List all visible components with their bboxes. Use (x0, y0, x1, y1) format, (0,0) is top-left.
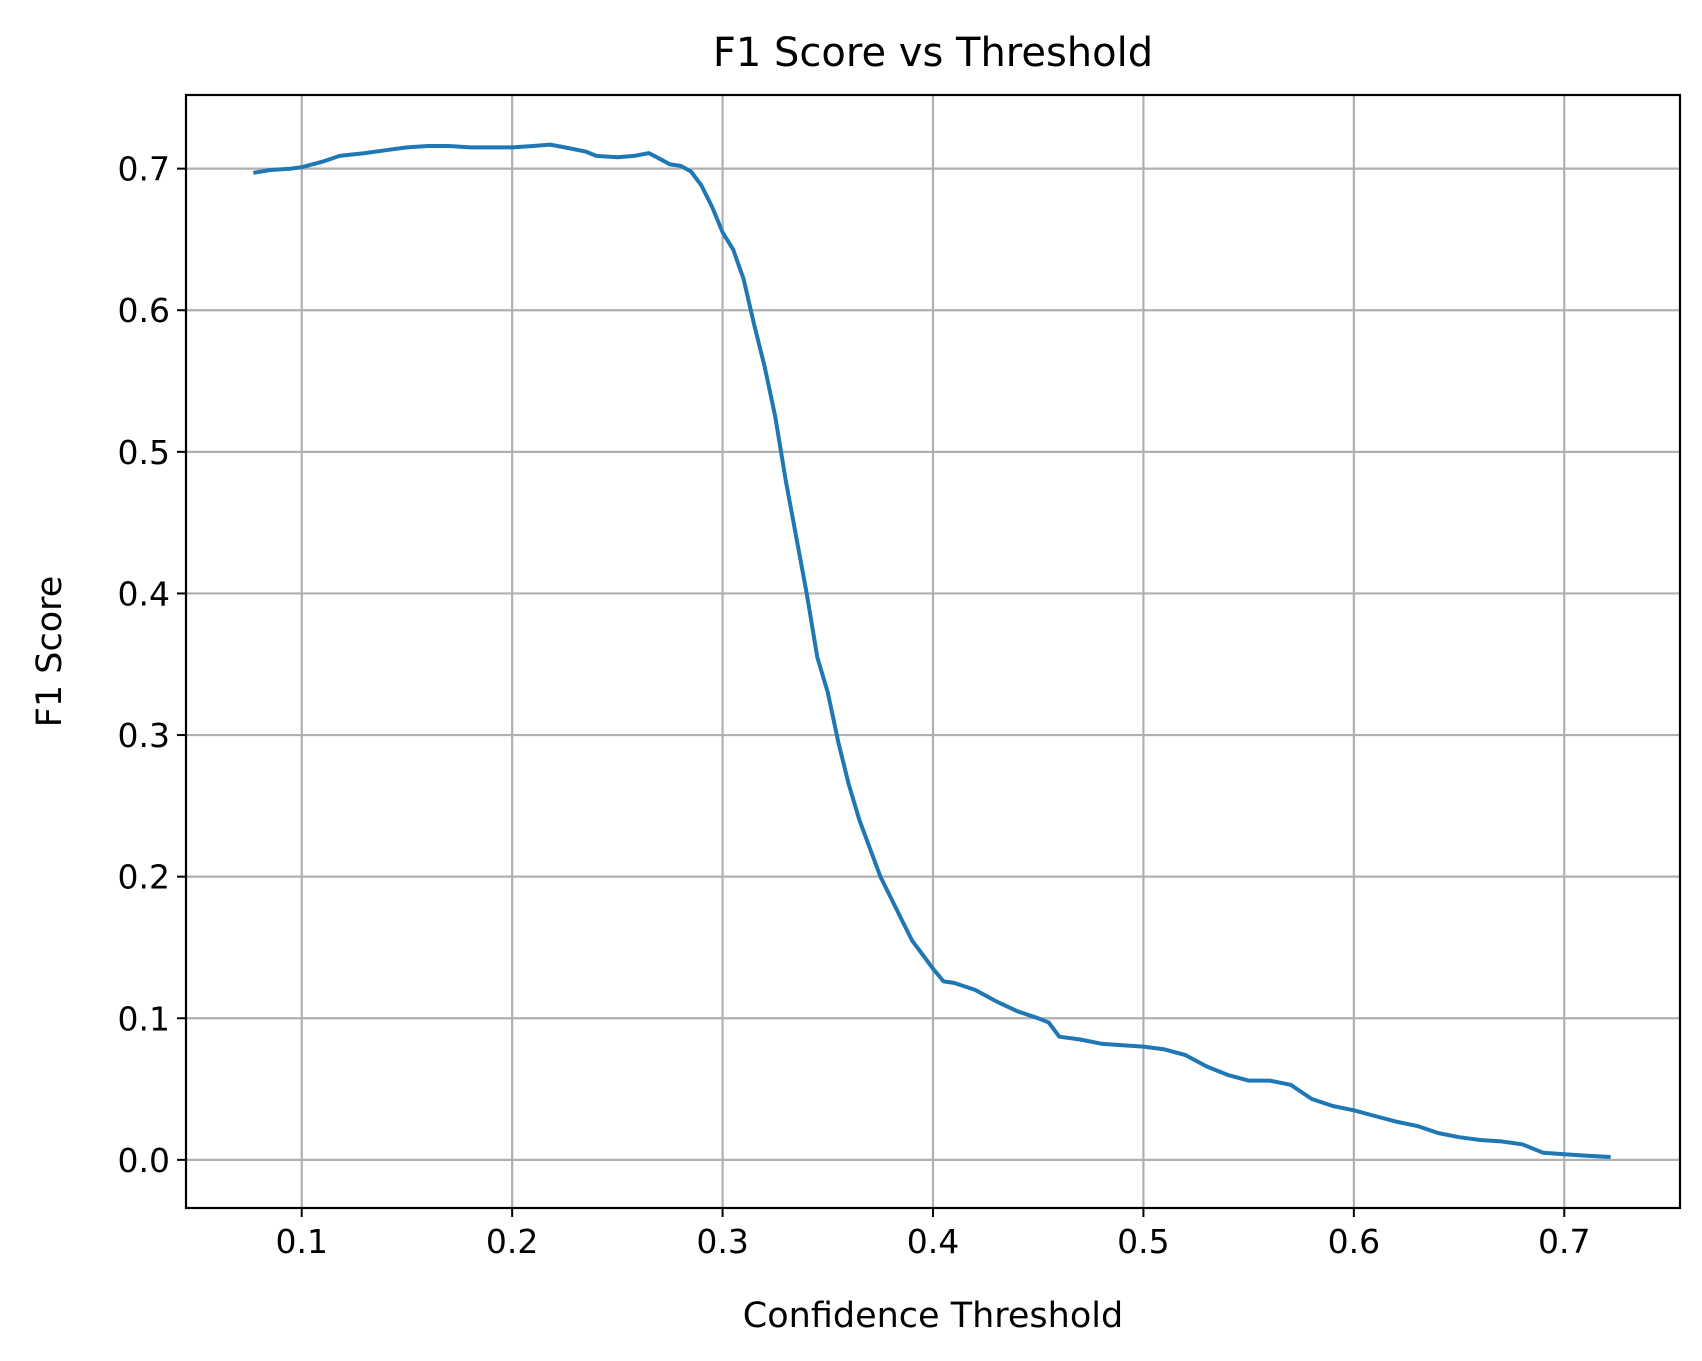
grid (186, 95, 1680, 1208)
y-tick-label: 0.3 (118, 716, 170, 755)
chart-title: F1 Score vs Threshold (713, 30, 1153, 76)
ticks: 0.1 0.2 0.3 0.4 0.5 0.6 0.7 0.0 0.1 0.2 0.3 0.4 0.5 0… (118, 150, 1591, 1261)
y-tick-label: 0.6 (118, 291, 170, 330)
y-tick-label: 0.2 (118, 858, 170, 897)
y-tick-label: 0.5 (118, 433, 170, 472)
x-tick-label: 0.3 (696, 1222, 748, 1261)
x-tick-label: 0.7 (1538, 1222, 1590, 1261)
y-tick-label: 0.4 (118, 574, 170, 613)
x-tick-label: 0.1 (275, 1222, 327, 1261)
f1-score-line (252, 142, 1611, 1159)
y-tick-label: 0.0 (118, 1141, 170, 1180)
x-tick-label: 0.2 (486, 1222, 538, 1261)
y-tick-label: 0.1 (118, 999, 170, 1038)
series-layer (252, 142, 1611, 1159)
x-tick-label: 0.5 (1117, 1222, 1169, 1261)
x-tick-label: 0.4 (907, 1222, 959, 1261)
x-tick-label: 0.6 (1328, 1222, 1380, 1261)
x-axis-label: Confidence Threshold (743, 1296, 1123, 1336)
y-axis-label: F1 Score (30, 576, 70, 728)
y-tick-label: 0.7 (118, 150, 170, 189)
